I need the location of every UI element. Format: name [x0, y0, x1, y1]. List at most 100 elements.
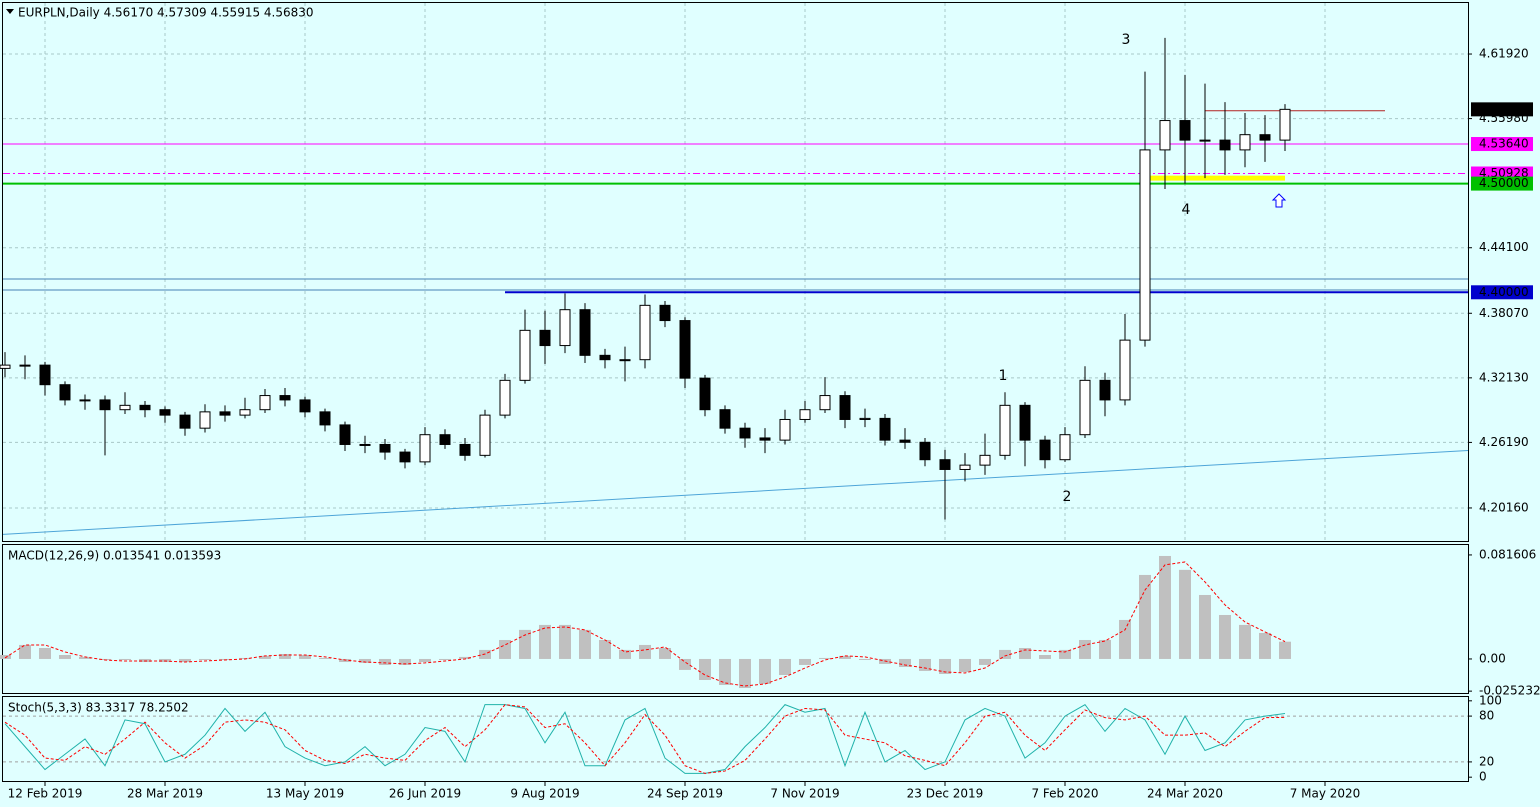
candle-body — [339, 424, 351, 445]
candle-body — [1119, 339, 1131, 401]
x-tick-label: 24 Mar 2020 — [1147, 787, 1223, 801]
candle-body — [1079, 379, 1091, 436]
macd-bar — [219, 658, 231, 660]
macd-bar — [1219, 614, 1231, 659]
x-tick-label: 9 Aug 2019 — [510, 787, 579, 801]
stoch-panel-border — [2, 696, 1469, 782]
candle-body — [379, 443, 391, 453]
x-tick-label: 28 Mar 2019 — [127, 787, 203, 801]
candle-body — [659, 304, 671, 322]
candle-body — [619, 359, 631, 362]
macd-bar — [679, 658, 691, 670]
y-tick-label: -0.025232 — [1479, 684, 1540, 698]
macd-bar — [919, 658, 931, 671]
candle-body — [1199, 139, 1211, 142]
candle-body — [359, 443, 371, 446]
macd-bar — [1239, 624, 1251, 659]
macd-bar — [1099, 639, 1111, 659]
candle-body — [1139, 149, 1151, 341]
y-tick-label: 0.00 — [1479, 651, 1506, 665]
candle-body — [1259, 134, 1271, 141]
x-tick-label: 26 Jun 2019 — [389, 787, 461, 801]
candle-body — [879, 417, 891, 441]
candle-body — [479, 414, 491, 456]
wave-label: 4 — [1182, 202, 1191, 218]
candle-body — [559, 309, 571, 347]
macd-bar — [699, 658, 711, 680]
macd-bar — [0, 655, 11, 659]
candle-body — [99, 399, 111, 411]
macd-bar — [1259, 632, 1271, 659]
macd-bar — [619, 649, 631, 659]
candle-body — [699, 377, 711, 411]
wave-label: 2 — [1063, 489, 1072, 505]
candle-body — [739, 427, 751, 439]
macd-bar — [1119, 619, 1131, 659]
macd-bar — [1139, 574, 1151, 659]
x-tick-label: 13 May 2019 — [266, 787, 344, 801]
candle-body — [1219, 139, 1231, 151]
trendline — [2, 449, 1469, 535]
candle-body — [119, 404, 131, 411]
macd-bar — [819, 657, 831, 659]
candle-body — [0, 364, 11, 369]
macd-bar — [499, 639, 511, 659]
macd-bar — [639, 644, 651, 659]
candle-body — [859, 417, 871, 420]
candle-body — [419, 434, 431, 463]
macd-bar — [159, 658, 171, 663]
plot-layer: 4.619204.559804.441004.380704.321304.261… — [0, 3, 1540, 801]
macd-bar — [319, 657, 331, 659]
y-tick-label: 4.32130 — [1479, 370, 1529, 384]
candle-body — [1019, 404, 1031, 441]
macd-bar — [579, 629, 591, 659]
candle-body — [139, 404, 151, 411]
macd-bar — [739, 658, 751, 689]
candle-body — [1179, 120, 1191, 141]
candle-body — [179, 414, 191, 429]
price-label-box — [1471, 285, 1533, 300]
macd-bar — [439, 658, 451, 660]
candle-body — [499, 379, 511, 416]
stoch-d-line — [4, 704, 1286, 774]
price-label: 4.50000 — [1479, 176, 1529, 190]
price-label: 4.50928 — [1479, 166, 1529, 180]
stoch-title: Stoch(5,3,3) 83.3317 78.2502 — [8, 701, 189, 715]
macd-bar — [299, 655, 311, 659]
macd-bar — [1179, 569, 1191, 659]
candle-body — [439, 434, 451, 445]
candle-body — [799, 409, 811, 420]
wave-label: 3 — [1122, 32, 1131, 48]
macd-bar — [199, 658, 211, 660]
candle-body — [1159, 120, 1171, 151]
candle-body — [399, 451, 411, 463]
chart-title: EURPLN,Daily 4.56170 4.57309 4.55915 4.5… — [18, 6, 314, 20]
x-tick-label: 7 Nov 2019 — [770, 787, 839, 801]
macd-bar — [339, 658, 351, 663]
macd-bar — [859, 658, 871, 660]
macd-bar — [1079, 639, 1091, 659]
candle-body — [279, 395, 291, 401]
up-arrow — [1271, 193, 1287, 208]
candle-body — [1039, 439, 1051, 461]
candle-body — [519, 329, 531, 381]
candle-body — [79, 399, 91, 402]
main-panel-border — [2, 2, 1469, 542]
macd-bar — [939, 658, 951, 675]
candle-body — [459, 443, 471, 456]
macd-bar — [1019, 648, 1031, 659]
macd-bar — [539, 624, 551, 659]
macd-bar — [659, 648, 671, 659]
candle-body — [299, 399, 311, 413]
price-label-box — [1471, 137, 1533, 152]
candle-body — [599, 354, 611, 361]
macd-bar — [79, 656, 91, 659]
x-tick-label: 24 Sep 2019 — [647, 787, 723, 801]
wave-label: 1 — [999, 368, 1008, 384]
macd-bar — [979, 658, 991, 665]
candle-body — [999, 404, 1011, 456]
candle-body — [239, 409, 251, 416]
candle-body — [779, 418, 791, 441]
macd-bar — [179, 658, 191, 663]
x-tick-label: 23 Dec 2019 — [907, 787, 984, 801]
